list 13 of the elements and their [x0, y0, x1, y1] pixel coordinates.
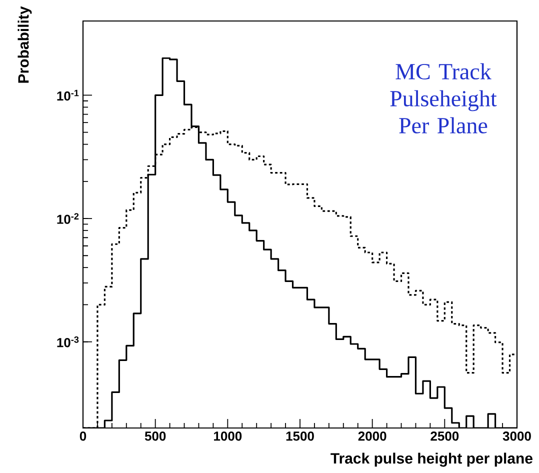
x-axis-title: Track pulse height per plane: [330, 452, 532, 467]
annotation: MC Track Pulseheight Per Plane: [390, 63, 497, 134]
x-tick-label: 2500: [430, 432, 459, 441]
x-tick-label: 3000: [502, 432, 531, 441]
x-tick-label: 1000: [214, 432, 242, 441]
y-tick-label: 10$^{-3}$: [57, 336, 79, 348]
y-tick-label: 10$^{-2}$: [57, 213, 79, 224]
y-axis-title: Probability: [18, 6, 32, 83]
x-tick-label: 2000: [358, 432, 386, 441]
y-tick-label: 10$^{-1}$: [57, 90, 79, 101]
x-tick-label: 500: [144, 432, 166, 441]
x-tick-label: 1500: [286, 432, 314, 441]
x-tick-label: 0: [80, 432, 86, 441]
